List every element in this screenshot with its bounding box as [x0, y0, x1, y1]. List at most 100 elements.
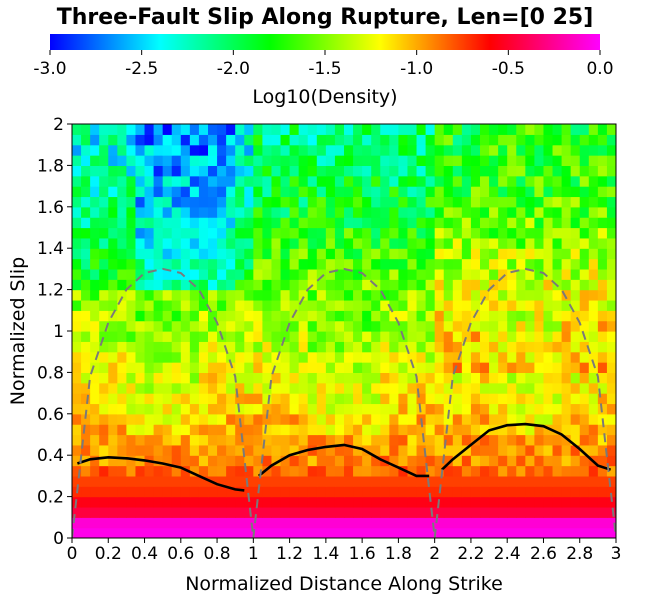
heatmap-cell — [262, 403, 273, 415]
heatmap-cell — [425, 434, 436, 446]
heatmap-cell — [507, 124, 517, 135]
heatmap-cell — [416, 175, 427, 187]
heatmap-cell — [298, 331, 309, 342]
heatmap-cell — [334, 403, 345, 415]
heatmap-cell — [371, 465, 381, 477]
heatmap-cell — [135, 393, 146, 405]
heatmap-cell — [398, 310, 409, 322]
heatmap-cell — [425, 268, 436, 280]
heatmap-cell — [135, 186, 146, 198]
heatmap-cell — [117, 413, 127, 425]
heatmap-cell — [334, 155, 345, 166]
heatmap-cell — [597, 320, 608, 332]
heatmap-cell — [398, 455, 409, 467]
heatmap-cell — [389, 393, 399, 405]
heatmap-cell — [72, 341, 82, 353]
heatmap-cell — [208, 248, 218, 260]
heatmap-cell — [262, 279, 273, 291]
heatmap-cell — [226, 341, 236, 353]
heatmap-cell — [253, 413, 263, 425]
heatmap-cell — [162, 134, 173, 146]
heatmap-cell — [325, 155, 336, 166]
heatmap-cell — [443, 217, 454, 229]
heatmap-cell — [461, 362, 472, 373]
heatmap-cell — [443, 372, 454, 384]
heatmap-cell — [144, 299, 155, 311]
heatmap-cell — [344, 134, 354, 146]
heatmap-cell — [461, 165, 472, 177]
heatmap-cell — [162, 175, 173, 187]
heatmap-cell — [543, 175, 554, 187]
heatmap-cell — [162, 155, 173, 166]
heatmap-cell — [289, 475, 300, 487]
heatmap-cell — [171, 413, 182, 425]
heatmap-cell — [289, 496, 300, 508]
heatmap-cell — [452, 403, 463, 415]
heatmap-cell — [362, 331, 372, 342]
heatmap-cell — [588, 217, 599, 229]
heatmap-cell — [334, 320, 345, 332]
heatmap-cell — [552, 237, 563, 249]
heatmap-cell — [344, 196, 354, 208]
heatmap-cell — [144, 444, 155, 456]
heatmap-cell — [398, 341, 409, 353]
heatmap-cell — [552, 310, 563, 322]
heatmap-cell — [144, 206, 155, 218]
heatmap-cell — [461, 227, 472, 239]
heatmap-cell — [325, 196, 336, 208]
heatmap-cell — [280, 517, 291, 529]
heatmap-cell — [507, 320, 517, 332]
heatmap-cell — [398, 393, 409, 405]
heatmap-cell — [579, 320, 590, 332]
heatmap-cell — [208, 217, 218, 229]
heatmap-cell — [443, 196, 454, 208]
heatmap-cell — [525, 506, 535, 518]
x-axis-ticks: 0 0.2 0.4 0.6 0.8 1 1.2 1.4 1.6 1.8 2 2.2 2.4 2.6 2.8 3 — [67, 538, 621, 564]
heatmap-cell — [162, 393, 173, 405]
heatmap-cell — [480, 393, 490, 405]
heatmap-cell — [325, 320, 336, 332]
heatmap-cell — [81, 382, 91, 394]
heatmap-cell — [226, 227, 236, 239]
heatmap-cell — [362, 527, 372, 538]
heatmap-cell — [552, 299, 563, 311]
heatmap-cell — [353, 465, 363, 477]
heatmap-cell — [470, 362, 481, 373]
heatmap-cell — [362, 506, 372, 518]
heatmap-cell — [452, 289, 463, 301]
heatmap-cell — [470, 517, 481, 529]
heatmap-cell — [416, 227, 427, 239]
heatmap-cell — [144, 175, 155, 187]
heatmap-cell — [226, 310, 236, 322]
heatmap-cell — [180, 144, 191, 156]
heatmap-cell — [344, 289, 354, 301]
heatmap-cell — [244, 444, 254, 456]
heatmap-cell — [135, 331, 146, 342]
heatmap-cell — [271, 186, 282, 198]
heatmap-cell — [162, 362, 173, 373]
heatmap-cell — [579, 310, 590, 322]
heatmap-cell — [117, 455, 127, 467]
heatmap-cell — [416, 403, 427, 415]
heatmap-cell — [253, 434, 263, 446]
heatmap-cell — [298, 403, 309, 415]
heatmap-cell — [362, 299, 372, 311]
heatmap-cell — [325, 362, 336, 373]
heatmap-cell — [362, 413, 372, 425]
heatmap-cell — [325, 175, 336, 187]
heatmap-cell — [362, 496, 372, 508]
heatmap-cell — [189, 527, 200, 538]
heatmap-cell — [362, 217, 372, 229]
heatmap-cell — [452, 217, 463, 229]
heatmap-cell — [534, 434, 545, 446]
heatmap-cell — [344, 310, 354, 322]
heatmap-cell — [434, 217, 445, 229]
heatmap-cell — [244, 475, 254, 487]
heatmap-cell — [135, 465, 146, 477]
heatmap-cell — [208, 175, 218, 187]
heatmap-cell — [570, 475, 581, 487]
heatmap-cell — [307, 289, 318, 301]
heatmap-cell — [144, 227, 155, 239]
heatmap-cell — [570, 279, 581, 291]
heatmap-cell — [407, 320, 418, 332]
